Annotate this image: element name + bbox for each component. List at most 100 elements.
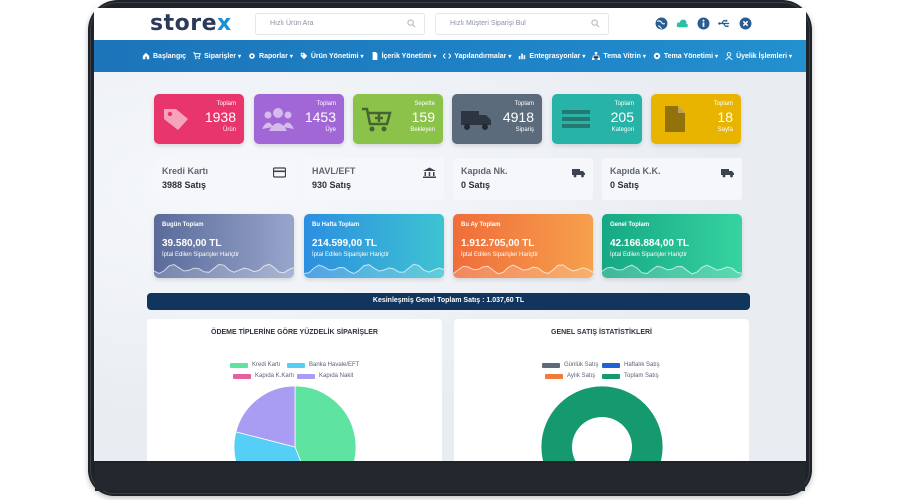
sparkline (453, 264, 593, 278)
nav-item-1[interactable]: Siparişler ▾ (193, 52, 241, 60)
legend-item-2[interactable]: Aylık Satış (545, 373, 595, 379)
cart-plus-icon (362, 107, 392, 132)
payment-box-2[interactable]: Kapıda Nk. 0 Satış (453, 158, 593, 200)
nav-item-label: Başlangıç (153, 52, 187, 60)
nav-item-3[interactable]: Ürün Yönetimi ▾ (300, 52, 364, 60)
sales-card-0[interactable]: Bugün Toplam 39.580,00 TL İptal Edilen Sip… (154, 214, 294, 278)
payment-title: Kapıda K.K. (610, 166, 661, 176)
legend-label: Günlük Satış (564, 362, 599, 368)
users-icon (262, 108, 294, 131)
stat-label: Toplam (713, 101, 733, 107)
globe-icon[interactable] (655, 17, 668, 30)
nav-item-label: İçerik Yönetimi (381, 52, 432, 60)
legend-item-3[interactable]: Kapıda Nakit (297, 373, 353, 379)
legend-swatch (287, 362, 305, 368)
chevron-down-icon: ▾ (360, 53, 364, 60)
stat-card-üye[interactable]: Toplam 1453 Üye (254, 94, 344, 144)
info-icon[interactable] (697, 17, 710, 30)
stat-card-sayfa[interactable]: Toplam 18 Sayfa (651, 94, 741, 144)
legend-item-2[interactable]: Kapıda K.Kartı (233, 373, 294, 379)
sales-card-3[interactable]: Genel Toplam 42.166.884,00 TL İptal Edilen… (602, 214, 742, 278)
payment-box-1[interactable]: HAVL/EFT 930 Satış (304, 158, 444, 200)
legend-swatch (542, 362, 560, 368)
payment-value: 0 Satış (610, 180, 640, 190)
legend-swatch (545, 373, 563, 379)
payment-types-panel: ÖDEME TİPLERİNE GÖRE YÜZDELİK SİPARİŞLER… (147, 319, 442, 461)
stat-card-bekleyen[interactable]: Sepette 159 Bekleyen (353, 94, 443, 144)
cog-icon (653, 52, 661, 60)
nav-item-label: Üyelik İşlemleri (736, 52, 788, 60)
gear-icon (249, 53, 255, 59)
stat-label: Toplam (614, 101, 634, 107)
payment-value: 930 Satış (312, 180, 352, 190)
truck-icon (461, 111, 491, 130)
truck-icon (721, 169, 734, 178)
nav-item-4[interactable]: İçerik Yönetimi ▾ (371, 52, 436, 60)
usb-icon[interactable] (718, 17, 731, 30)
stat-value: 1453 (304, 109, 336, 125)
legend-item-1[interactable]: Banka Havale/EFT (287, 362, 359, 368)
chevron-down-icon: ▾ (238, 53, 242, 60)
stat-value: 1938 (204, 109, 236, 125)
pie-slice-3[interactable] (235, 385, 296, 448)
legend-item-3[interactable]: Toplam Satış (602, 373, 659, 379)
payment-title: Kredi Kartı (162, 166, 209, 176)
donut-hole (572, 417, 632, 461)
order-search-input[interactable]: Hızlı Müşteri Siparişi Bul (435, 13, 609, 35)
top-icon-bar (655, 17, 752, 30)
legend-item-0[interactable]: Günlük Satış (542, 362, 598, 368)
nav-item-label: Siparişler (204, 52, 236, 60)
pie-slice-0[interactable] (294, 385, 357, 461)
stat-card-sipariş[interactable]: Toplam 4918 Sipariş (452, 94, 542, 144)
stat-card-ürün[interactable]: Toplam 1938 Ürün (154, 94, 244, 144)
sales-note: İptal Edilen Siparişler Hariçtir (162, 252, 240, 258)
chart-icon (519, 53, 526, 60)
stat-value: 4918 (502, 109, 534, 125)
sales-title: Bu Ay Toplam (461, 222, 501, 228)
payment-box-3[interactable]: Kapıda K.K. 0 Satış (602, 158, 742, 200)
legend-label: Banka Havale/EFT (309, 362, 360, 368)
chevron-down-icon: ▾ (715, 53, 719, 60)
stat-sub: Kategori (611, 127, 634, 133)
nav-item-8[interactable]: Tema Yönetimi ▾ (653, 52, 718, 60)
payment-title: Kapıda Nk. (461, 166, 508, 176)
stat-sub: Sayfa (717, 127, 733, 133)
nav-item-2[interactable]: Raporlar ▾ (248, 52, 293, 60)
stat-sub: Bekleyen (410, 127, 435, 133)
sparkline (304, 263, 444, 278)
cart-icon (193, 52, 201, 60)
payment-box-0[interactable]: Kredi Kartı 3988 Satış (154, 158, 294, 200)
nav-item-5[interactable]: Yapılandırmalar ▾ (443, 52, 511, 60)
stat-label: Sepette (414, 101, 435, 107)
nav-item-label: Entegrasyonlar (529, 52, 581, 60)
pie-slice-1[interactable] (233, 431, 317, 461)
stat-value: 18 (717, 109, 733, 125)
chevron-down-icon: ▾ (289, 53, 293, 60)
product-search-input[interactable]: Hızlı Ürün Ara (255, 13, 425, 35)
nav-item-label: Raporlar (259, 52, 288, 60)
chevron-down-icon: ▾ (582, 53, 586, 60)
logo[interactable]: storex (150, 11, 232, 36)
sales-title: Bu Hafta Toplam (312, 222, 360, 228)
laptop-chin (95, 463, 805, 491)
stat-card-kategori[interactable]: Toplam 205 Kategori (552, 94, 642, 144)
user-icon (725, 52, 733, 60)
nav-item-9[interactable]: Üyelik İşlemleri ▾ (725, 52, 792, 60)
nav-item-6[interactable]: Entegrasyonlar ▾ (518, 52, 585, 60)
sales-card-2[interactable]: Bu Ay Toplam 1.912.705,00 TL İptal Edilen … (453, 214, 593, 278)
nav-item-7[interactable]: Tema Vitrin ▾ (592, 52, 646, 60)
stat-label: Toplam (316, 101, 336, 107)
legend-item-1[interactable]: Haftalık Satış (602, 362, 660, 368)
nav-item-label: Tema Yönetimi (663, 52, 714, 60)
sales-card-1[interactable]: Bu Hafta Toplam 214.599,00 TL İptal Edilen… (304, 214, 444, 278)
payment-value: 0 Satış (461, 180, 491, 190)
legend-item-0[interactable]: Kredi Kartı (230, 362, 280, 368)
nav-item-label: Ürün Yönetimi (310, 52, 359, 60)
cloud-icon[interactable] (676, 17, 689, 30)
nav-item-0[interactable]: Başlangıç (142, 52, 186, 60)
sales-value: 214.599,00 TL (312, 238, 378, 249)
close-icon[interactable] (739, 17, 752, 30)
sales-note: İptal Edilen Siparişler Hariçtir (610, 252, 688, 258)
payment-value: 3988 Satış (162, 180, 207, 190)
sitemap-icon (592, 52, 601, 60)
